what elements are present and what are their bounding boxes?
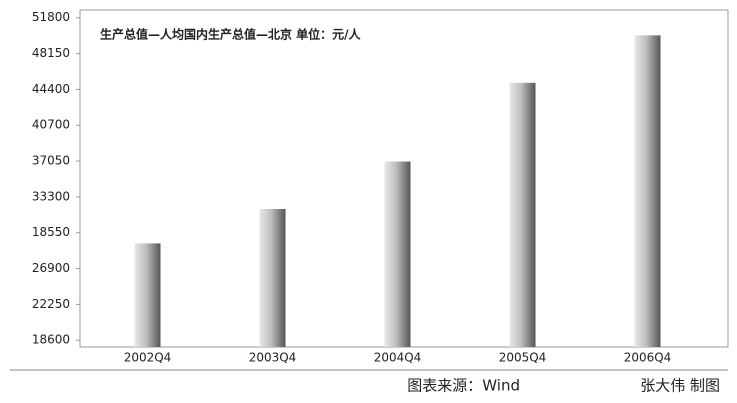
y-tick-label: 44400 xyxy=(32,82,70,96)
x-tick-label: 2004Q4 xyxy=(374,351,422,365)
y-tick-label: 33300 xyxy=(32,189,70,203)
y-tick-label: 18600 xyxy=(32,333,70,347)
bar xyxy=(259,209,286,347)
x-tick-label: 2005Q4 xyxy=(499,351,547,365)
y-tick-label: 26900 xyxy=(32,261,70,275)
author: 张大伟 制图 xyxy=(640,377,720,395)
y-tick-label: 48150 xyxy=(32,46,70,60)
bar xyxy=(384,161,411,347)
y-tick-label: 37050 xyxy=(32,154,70,168)
y-tick-label: 22250 xyxy=(32,297,70,311)
y-tick-label: 51800 xyxy=(32,10,70,24)
x-tick-label: 2002Q4 xyxy=(124,351,172,365)
bar xyxy=(134,243,161,347)
chart-title: 生产总值—人均国内生产总值—北京 单位：元/人 xyxy=(100,27,362,42)
bar xyxy=(634,35,661,348)
source: 图表来源：Wind xyxy=(407,377,520,395)
y-tick-label: 40700 xyxy=(32,118,70,132)
x-tick-label: 2006Q4 xyxy=(624,351,672,365)
y-tick-label: 18550 xyxy=(32,225,70,239)
bar xyxy=(509,82,536,347)
x-tick-label: 2003Q4 xyxy=(249,351,297,365)
